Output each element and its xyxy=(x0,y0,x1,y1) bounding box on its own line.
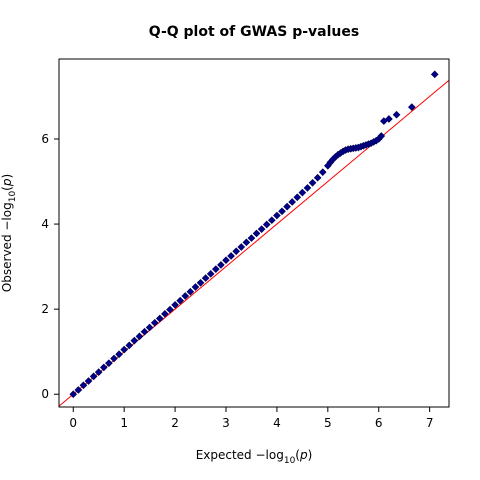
data-point xyxy=(140,327,149,336)
data-point xyxy=(130,336,139,345)
data-point xyxy=(283,202,291,211)
x-axis-label: Expected −log10(p) xyxy=(196,448,313,466)
data-point xyxy=(298,188,307,197)
data-point xyxy=(74,386,83,394)
data-point xyxy=(69,390,78,399)
x-tick-label: 1 xyxy=(120,416,128,430)
data-point xyxy=(262,220,271,229)
data-point xyxy=(303,184,312,192)
data-point xyxy=(377,132,386,140)
data-point xyxy=(257,225,266,233)
x-tick-label: 0 xyxy=(69,416,77,430)
data-point xyxy=(201,274,210,282)
x-tick-label: 4 xyxy=(273,416,281,430)
data-point xyxy=(206,270,215,278)
data-point xyxy=(120,345,128,354)
data-point xyxy=(211,265,220,273)
data-point xyxy=(79,381,88,390)
data-point xyxy=(293,193,302,202)
y-axis-ticks: 0 2 4 6 xyxy=(41,132,59,401)
data-point xyxy=(237,243,246,251)
x-axis-ticks: 0 1 2 3 4 5 6 7 xyxy=(69,407,433,430)
data-point xyxy=(313,173,322,182)
data-point xyxy=(196,278,205,287)
data-point xyxy=(242,238,251,247)
data-point xyxy=(176,296,184,305)
data-point xyxy=(247,234,256,242)
x-tick-label: 7 xyxy=(426,416,434,430)
data-point xyxy=(227,252,235,260)
data-point xyxy=(252,229,261,238)
data-point xyxy=(308,178,317,187)
y-tick-label: 4 xyxy=(41,217,49,231)
data-point xyxy=(125,341,134,350)
data-point xyxy=(110,354,118,363)
y-tick-label: 6 xyxy=(41,132,49,146)
data-point xyxy=(278,207,286,216)
data-point xyxy=(99,363,108,372)
data-point xyxy=(408,103,416,111)
data-point xyxy=(135,332,144,341)
data-point xyxy=(191,283,200,291)
data-point xyxy=(105,359,113,368)
chart-title: Q-Q plot of GWAS p-values xyxy=(149,24,359,40)
data-point xyxy=(84,377,93,385)
data-point xyxy=(392,110,401,119)
x-tick-label: 2 xyxy=(171,416,179,430)
data-point xyxy=(232,247,241,256)
data-point xyxy=(273,211,281,220)
points-group xyxy=(69,70,439,399)
data-point xyxy=(186,287,195,296)
data-point xyxy=(155,314,164,323)
x-tick-label: 5 xyxy=(324,416,332,430)
data-point xyxy=(89,372,98,381)
plot-frame xyxy=(58,58,450,408)
data-point xyxy=(150,318,159,327)
x-tick-label: 6 xyxy=(375,416,383,430)
x-tick-label: 3 xyxy=(222,416,230,430)
data-point xyxy=(115,350,123,359)
data-point xyxy=(145,323,154,332)
data-point xyxy=(222,256,230,265)
data-point xyxy=(171,301,179,309)
data-point xyxy=(318,168,327,176)
data-point xyxy=(217,261,225,269)
data-point xyxy=(430,70,439,79)
y-tick-label: 2 xyxy=(41,302,49,316)
data-point xyxy=(288,198,297,206)
data-point xyxy=(166,305,174,314)
data-point xyxy=(181,292,190,300)
y-tick-label: 0 xyxy=(41,387,49,401)
y-axis-label: Observed −log10(p) xyxy=(0,174,18,292)
data-point xyxy=(385,115,393,123)
data-point xyxy=(94,368,103,376)
data-point xyxy=(267,216,276,225)
data-point xyxy=(161,310,169,318)
